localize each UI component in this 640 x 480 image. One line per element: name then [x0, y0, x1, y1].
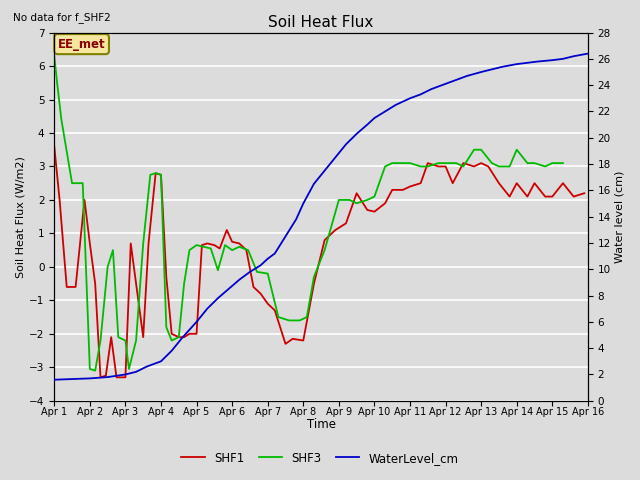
- WaterLevel_cm: [353, 131, 360, 137]
- Line: SHF3: SHF3: [54, 56, 563, 371]
- SHF3: [92, 368, 99, 373]
- WaterLevel_cm: [371, 115, 378, 121]
- WaterLevel_cm: [310, 181, 318, 187]
- WaterLevel_cm: [225, 286, 232, 292]
- SHF3: [175, 334, 182, 340]
- WaterLevel_cm: [452, 77, 460, 83]
- WaterLevel_cm: [214, 295, 221, 301]
- WaterLevel_cm: [193, 319, 200, 325]
- WaterLevel_cm: [157, 359, 165, 364]
- WaterLevel_cm: [548, 57, 556, 63]
- WaterLevel_cm: [570, 53, 577, 59]
- WaterLevel_cm: [68, 376, 76, 382]
- SHF1: [51, 144, 58, 149]
- WaterLevel_cm: [477, 69, 485, 75]
- WaterLevel_cm: [584, 51, 592, 57]
- WaterLevel_cm: [282, 233, 289, 239]
- WaterLevel_cm: [406, 96, 414, 101]
- WaterLevel_cm: [257, 263, 264, 268]
- WaterLevel_cm: [204, 306, 211, 312]
- WaterLevel_cm: [132, 369, 140, 375]
- WaterLevel_cm: [86, 375, 93, 381]
- WaterLevel_cm: [236, 277, 243, 283]
- Legend: SHF1, SHF3, WaterLevel_cm: SHF1, SHF3, WaterLevel_cm: [177, 447, 463, 469]
- WaterLevel_cm: [104, 374, 111, 380]
- WaterLevel_cm: [179, 335, 186, 340]
- WaterLevel_cm: [342, 142, 350, 147]
- WaterLevel_cm: [143, 364, 150, 370]
- WaterLevel_cm: [321, 168, 328, 173]
- WaterLevel_cm: [524, 60, 531, 66]
- WaterLevel_cm: [292, 216, 300, 222]
- WaterLevel_cm: [168, 348, 175, 354]
- WaterLevel_cm: [442, 81, 449, 87]
- SHF3: [285, 318, 293, 324]
- WaterLevel_cm: [300, 201, 307, 206]
- SHF1: [580, 191, 588, 196]
- WaterLevel_cm: [428, 86, 435, 92]
- SHF1: [570, 194, 577, 200]
- WaterLevel_cm: [332, 155, 339, 160]
- Text: EE_met: EE_met: [58, 37, 106, 50]
- Title: Soil Heat Flux: Soil Heat Flux: [268, 15, 374, 30]
- SHF1: [86, 240, 93, 246]
- WaterLevel_cm: [381, 108, 389, 114]
- WaterLevel_cm: [246, 269, 253, 275]
- SHF1: [321, 237, 328, 243]
- Line: SHF1: SHF1: [54, 146, 584, 377]
- SHF3: [152, 170, 159, 176]
- WaterLevel_cm: [499, 64, 506, 70]
- SHF1: [97, 374, 104, 380]
- Y-axis label: Water level (cm): Water level (cm): [615, 170, 625, 263]
- SHF3: [51, 53, 58, 59]
- X-axis label: Time: Time: [307, 419, 335, 432]
- WaterLevel_cm: [559, 56, 567, 62]
- Text: No data for f_SHF2: No data for f_SHF2: [13, 12, 111, 23]
- WaterLevel_cm: [122, 372, 129, 377]
- WaterLevel_cm: [417, 92, 424, 97]
- SHF3: [541, 164, 549, 169]
- WaterLevel_cm: [513, 61, 520, 67]
- WaterLevel_cm: [264, 256, 271, 262]
- WaterLevel_cm: [534, 59, 542, 64]
- SHF3: [488, 160, 495, 166]
- WaterLevel_cm: [463, 73, 471, 79]
- SHF3: [228, 247, 236, 253]
- SHF1: [140, 334, 147, 340]
- WaterLevel_cm: [392, 102, 399, 108]
- SHF1: [193, 331, 200, 336]
- WaterLevel_cm: [271, 251, 278, 256]
- SHF3: [559, 160, 567, 166]
- WaterLevel_cm: [364, 122, 371, 128]
- Line: WaterLevel_cm: WaterLevel_cm: [54, 54, 588, 380]
- WaterLevel_cm: [51, 377, 58, 383]
- SHF1: [198, 242, 205, 248]
- WaterLevel_cm: [488, 67, 495, 72]
- Y-axis label: Soil Heat Flux (W/m2): Soil Heat Flux (W/m2): [15, 156, 25, 277]
